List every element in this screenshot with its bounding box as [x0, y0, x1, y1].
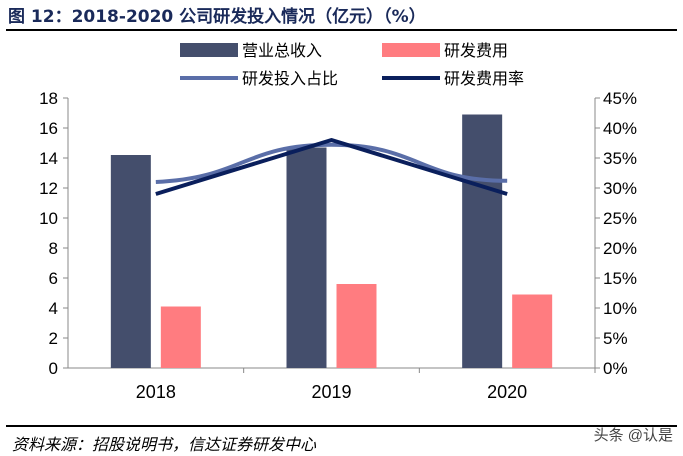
left-tick-label: 8: [49, 239, 58, 258]
x-tick-label: 2018: [136, 382, 176, 402]
title-divider: [6, 29, 677, 31]
line-研发费用率: [155, 138, 508, 196]
bar-研发费用-2019: [336, 284, 377, 368]
right-tick-label: 30%: [603, 179, 637, 198]
left-tick-label: 10: [39, 209, 58, 228]
right-tick-label: 0%: [603, 359, 628, 378]
legend-swatch: [180, 43, 238, 57]
chart-title: 图 12：2018-2020 公司研发投入情况（亿元）（%）: [8, 7, 426, 27]
left-tick-label: 18: [39, 89, 58, 108]
legend-label: 研发费用率: [444, 69, 524, 88]
bar-研发费用-2018: [160, 306, 201, 368]
x-tick-label: 2020: [487, 382, 527, 402]
right-tick-label: 10%: [603, 299, 637, 318]
left-tick-label: 12: [39, 179, 58, 198]
right-tick-label: 15%: [603, 269, 637, 288]
bar-营业总收入-2020: [462, 114, 503, 368]
left-tick-label: 14: [39, 149, 58, 168]
left-tick-label: 6: [49, 269, 58, 288]
footer-divider: [6, 425, 677, 427]
right-tick-label: 35%: [603, 149, 637, 168]
source-note: 资料来源：招股说明书，信达证券研发中心: [12, 435, 317, 454]
bar-研发费用-2020: [512, 294, 553, 368]
watermark: 头条 @认是: [593, 427, 673, 444]
right-tick-label: 45%: [603, 89, 637, 108]
legend-label: 研发投入占比: [242, 69, 338, 88]
left-tick-label: 4: [49, 299, 58, 318]
legend-label: 研发费用: [444, 41, 508, 60]
left-tick-label: 16: [39, 119, 58, 138]
right-tick-label: 5%: [603, 329, 628, 348]
left-tick-label: 2: [49, 329, 58, 348]
left-tick-label: 0: [49, 359, 58, 378]
x-tick-label: 2019: [311, 382, 351, 402]
legend-swatch: [382, 43, 440, 57]
legend-label: 营业总收入: [242, 41, 322, 60]
right-tick-label: 25%: [603, 209, 637, 228]
bar-营业总收入-2019: [286, 147, 327, 368]
right-tick-label: 20%: [603, 239, 637, 258]
right-tick-label: 40%: [603, 119, 637, 138]
bar-营业总收入-2018: [110, 155, 151, 368]
